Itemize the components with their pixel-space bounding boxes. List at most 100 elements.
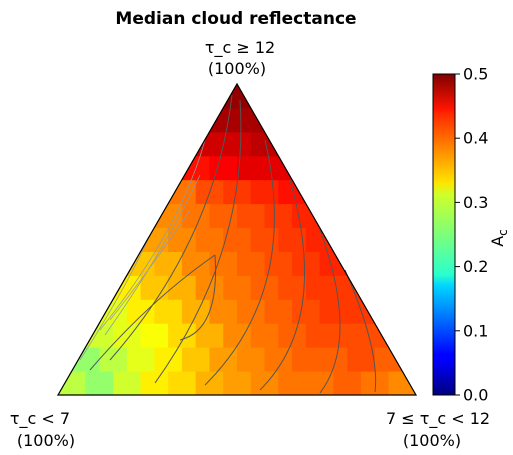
heatmap-cell <box>168 371 197 395</box>
heatmap-cell <box>264 299 293 324</box>
heatmap-cells <box>58 84 416 395</box>
heatmap-cell <box>209 299 238 324</box>
heatmap-cell <box>195 275 224 300</box>
heatmap-cell <box>209 107 238 133</box>
heatmap-cell <box>264 203 293 229</box>
heatmap-cell <box>305 275 334 300</box>
heatmap-cell <box>126 299 155 324</box>
colorbar-label-sub: c <box>496 229 510 236</box>
heatmap-cell <box>305 179 334 205</box>
heatmap-cell <box>347 347 376 372</box>
heatmap-cell <box>209 155 238 181</box>
contour-line <box>179 254 217 341</box>
ternary-triangle-frame <box>56 82 418 396</box>
heatmap-cell <box>209 347 238 372</box>
heatmap-cell <box>333 371 362 395</box>
heatmap-cell <box>333 323 362 348</box>
heatmap-cell <box>223 131 252 157</box>
heatmap-cell <box>305 371 334 395</box>
heatmap-cell <box>85 371 114 395</box>
heatmap-cell <box>140 323 169 348</box>
heatmap-cell <box>154 347 183 372</box>
heatmap-cell <box>154 299 183 324</box>
heatmap-cell <box>195 227 224 252</box>
heatmap-cell <box>360 371 389 395</box>
heatmap-cell <box>292 155 321 181</box>
heatmap-cell <box>237 155 266 181</box>
heatmap-cell <box>292 251 321 276</box>
contour-line <box>104 174 201 336</box>
contour-lines <box>79 94 377 394</box>
heatmap-cell <box>374 299 403 324</box>
heatmap-cell <box>58 371 87 395</box>
heatmap-cell <box>319 203 348 229</box>
heatmap-cell <box>333 227 362 252</box>
heatmap-cell <box>223 84 252 109</box>
chart-title: Median cloud reflectance <box>115 9 356 29</box>
heatmap-cell <box>305 227 334 252</box>
heatmap-cell <box>278 275 307 300</box>
heatmap-cell <box>264 107 293 133</box>
contour-line <box>344 269 377 393</box>
heatmap-cell <box>278 131 307 157</box>
heatmap-cell <box>360 323 389 348</box>
heatmap-cell <box>237 347 266 372</box>
heatmap-cell <box>140 227 169 252</box>
heatmap-cell <box>250 131 279 157</box>
contour-line <box>109 94 233 361</box>
heatmap-cell <box>250 323 279 348</box>
heatmap-cell <box>388 371 416 395</box>
heatmap-cell <box>250 371 279 395</box>
corner-top-pct: (100%) <box>208 59 266 78</box>
colorbar <box>432 73 456 396</box>
heatmap-cell <box>126 347 155 372</box>
heatmap-cell <box>195 131 224 157</box>
heatmap-cell <box>278 323 307 348</box>
heatmap-cell <box>223 371 252 395</box>
heatmap-cell <box>388 323 416 348</box>
heatmap-cell <box>113 371 142 395</box>
colorbar-ticks: 0.0 0.1 0.2 0.3 0.4 0.5 <box>455 65 488 405</box>
heatmap-cell <box>154 203 183 229</box>
heatmap-cell <box>278 371 307 395</box>
heatmap-cell <box>195 371 224 395</box>
heatmap-cell <box>195 323 224 348</box>
contour-line <box>204 139 275 386</box>
corner-right-label: 7 ≤ τ_c < 12 <box>386 409 490 429</box>
colorbar-label: Ac <box>488 229 510 247</box>
corner-right-pct: (100%) <box>403 431 461 450</box>
heatmap-cell <box>181 203 210 229</box>
corner-left-pct: (100%) <box>17 431 75 450</box>
heatmap-cell <box>278 179 307 205</box>
heatmap-cell <box>168 227 197 252</box>
heatmap-cell <box>402 347 416 372</box>
contour-line <box>259 179 306 391</box>
contour-line <box>89 254 216 371</box>
heatmap-cell <box>319 299 348 324</box>
heatmap-cell <box>181 347 210 372</box>
contour-line <box>109 209 191 321</box>
heatmap-cell <box>223 323 252 348</box>
heatmap-cell <box>99 347 128 372</box>
heatmap-cell <box>292 347 321 372</box>
heatmap-cell <box>250 84 279 109</box>
heatmap-cell <box>223 275 252 300</box>
heatmap-cell <box>250 179 279 205</box>
contour-line <box>319 229 341 394</box>
heatmap-cell <box>292 299 321 324</box>
heatmap-cell <box>264 251 293 276</box>
heatmap-cell <box>181 299 210 324</box>
colorbar-tick-label: 0.3 <box>463 193 488 212</box>
colorbar-tick-label: 0.1 <box>463 321 488 340</box>
colorbar-tick-label: 0.4 <box>463 129 488 148</box>
colorbar-label-main: A <box>488 236 507 247</box>
heatmap-cell <box>305 323 334 348</box>
contour-line <box>99 139 206 331</box>
colorbar-tick-label: 0.0 <box>463 386 488 405</box>
contour-line <box>154 99 242 384</box>
heatmap-cell <box>237 203 266 229</box>
heatmap-cell <box>140 371 169 395</box>
heatmap-cell <box>237 251 266 276</box>
corner-top-label: τ_c ≥ 12 <box>205 38 275 58</box>
